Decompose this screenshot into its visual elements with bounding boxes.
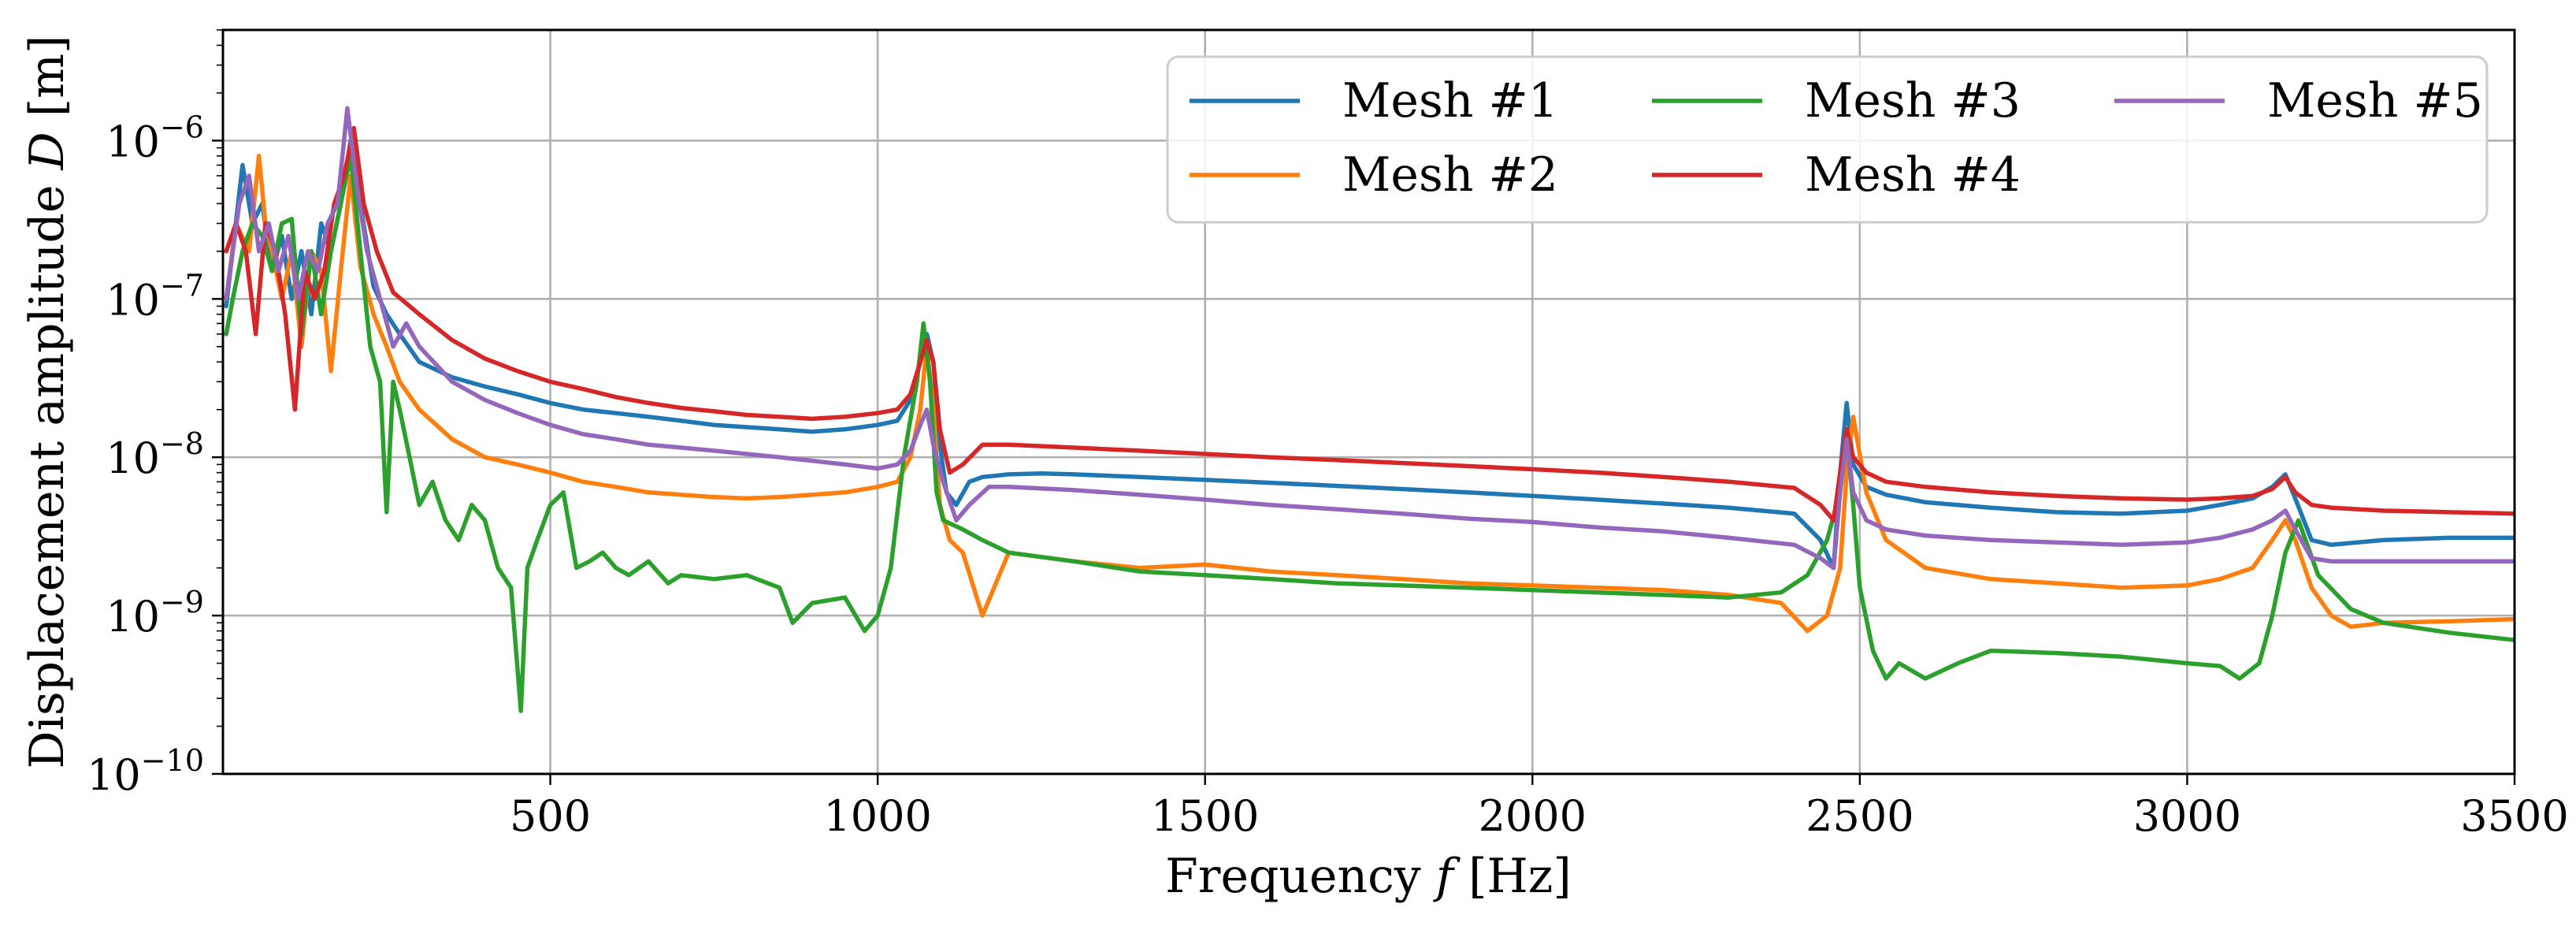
legend: Mesh #1 Mesh #2 Mesh #3 Mesh #4 Mesh #5	[1166, 55, 2489, 224]
y-tick-base: 10	[106, 592, 160, 642]
y-tick-label: 10−8	[106, 426, 204, 483]
legend-label-mesh-2: Mesh #2	[1342, 147, 1558, 203]
legend-label-mesh-3: Mesh #3	[1805, 73, 2021, 128]
y-tick-exponent: −6	[160, 110, 204, 144]
y-tick-base: 10	[106, 117, 160, 166]
series-line-mesh-4	[224, 125, 2515, 523]
x-tick-labels: 500 1000 1500 2000 2500 3000 3500	[510, 791, 2569, 841]
legend-label-mesh-1: Mesh #1	[1342, 73, 1558, 128]
y-tick-base: 10	[106, 433, 160, 483]
axis-ticks	[212, 29, 2516, 785]
x-axis-title: Frequency f [Hz]	[1165, 849, 1572, 904]
y-axis-title: Displacement amplitude D [m]	[20, 35, 75, 769]
series-line-mesh-3	[224, 154, 2515, 713]
y-tick-exponent: −8	[160, 426, 204, 461]
y-tick-base: 10	[87, 750, 141, 800]
y-tick-label: 10−9	[106, 585, 204, 642]
y-tick-exponent: −10	[141, 743, 204, 778]
x-tick-label: 3500	[2460, 791, 2568, 841]
x-tick-label: 1500	[1151, 791, 1259, 841]
series-line-mesh-5	[224, 106, 2515, 571]
series-group	[224, 106, 2515, 713]
x-tick-label: 2000	[1479, 791, 1587, 841]
legend-label-mesh-5: Mesh #5	[2267, 73, 2483, 128]
legend-entries: Mesh #1 Mesh #2 Mesh #3 Mesh #4 Mesh #5	[1190, 73, 2483, 203]
y-tick-label: 10−7	[106, 268, 204, 325]
x-tick-label: 500	[510, 791, 591, 841]
y-tick-exponent: −9	[160, 585, 204, 619]
y-tick-base: 10	[106, 275, 160, 325]
x-tick-label: 1000	[823, 791, 931, 841]
legend-box	[1166, 55, 2489, 224]
plot-frame	[221, 28, 2516, 775]
x-tick-label: 2500	[1806, 791, 1913, 841]
x-tick-label: 3000	[2133, 791, 2241, 841]
legend-label-mesh-4: Mesh #4	[1805, 147, 2021, 203]
y-tick-label: 10−10	[87, 743, 204, 800]
y-tick-exponent: −7	[160, 268, 204, 303]
y-tick-label: 10−6	[106, 110, 204, 166]
